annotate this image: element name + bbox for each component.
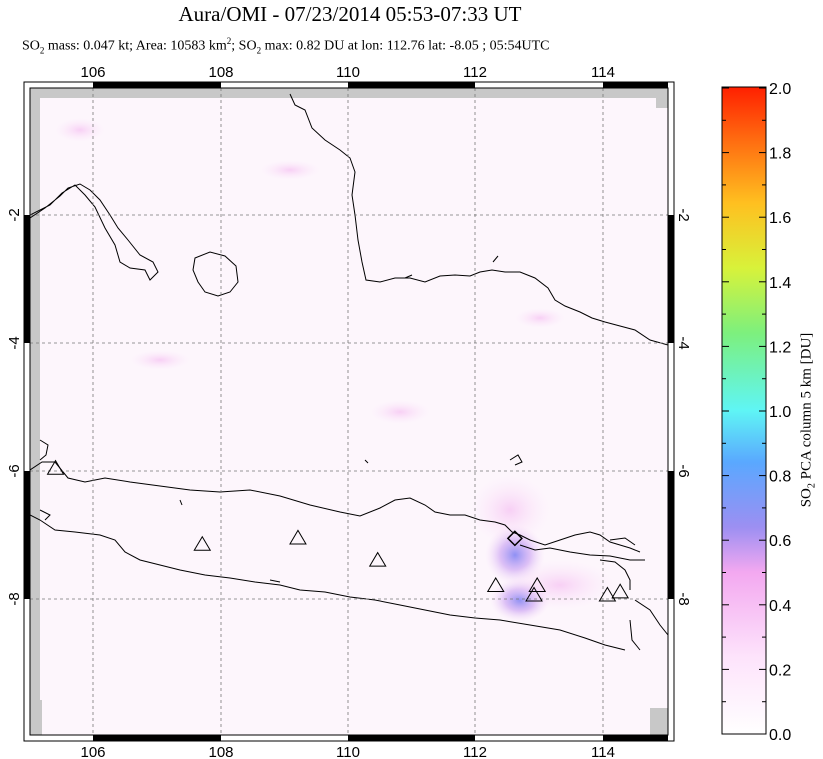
colorbar-tick-label: 0.0	[769, 727, 791, 744]
volcano-triangle-icon	[528, 576, 547, 593]
map-subtitle: SO2 mass: 0.047 kt; Area: 10583 km2; SO2…	[22, 36, 550, 56]
lon-label: 106	[80, 744, 105, 759]
volcano-triangle-icon	[611, 583, 630, 599]
max-diamond-icon	[506, 530, 523, 547]
colorbar-label: SO2 PCA column 5 km [DU]	[798, 332, 818, 508]
colorbar-tick-label: 0.8	[769, 469, 791, 486]
lat-label: -4	[675, 336, 692, 349]
colorbar: 2.0 1.8 1.6 1.4 1.2 1.0 0.8 0.6 0.4 0.2 0.0	[721, 81, 791, 744]
colorbar-tick-label: 0.4	[769, 598, 791, 615]
volcano-triangle-icon	[46, 459, 65, 475]
colorbar-tick-label: 0.6	[769, 533, 791, 550]
volcano-markers	[46, 459, 630, 602]
colorbar-tick-label: 1.6	[769, 210, 791, 227]
lat-label: -8	[675, 592, 692, 605]
volcano-triangle-icon	[289, 529, 307, 545]
lat-labels-left: -2 -4 -6 -8	[6, 208, 23, 605]
map-area	[23, 81, 675, 742]
lon-label: 112	[463, 744, 487, 759]
colorbar-tick-label: 1.2	[769, 339, 791, 356]
volcano-triangle-icon	[598, 586, 617, 602]
lon-label: 106	[80, 64, 105, 81]
lat-label: -2	[6, 208, 23, 221]
colorbar-tick-label: 1.8	[769, 146, 791, 163]
lat-label: -8	[6, 592, 23, 605]
lon-label: 108	[208, 64, 233, 81]
lon-label: 110	[336, 64, 360, 81]
frame-bars	[24, 82, 674, 741]
lat-label: -2	[675, 208, 692, 221]
lon-label: 114	[591, 64, 615, 81]
lat-label: -6	[6, 464, 23, 477]
lon-label: 114	[591, 744, 615, 759]
lon-label: 108	[208, 744, 233, 759]
lon-label: 112	[463, 64, 487, 81]
colorbar-tick-label: 1.4	[769, 275, 791, 292]
map-background	[30, 88, 668, 735]
lat-labels-right: -2 -4 -6 -8	[675, 208, 692, 605]
colorbar-tick-label: 0.2	[769, 662, 791, 679]
volcano-triangle-icon	[486, 576, 505, 593]
map-title: Aura/OMI - 07/23/2014 05:53-07:33 UT	[178, 2, 522, 26]
lon-labels-bottom: 106 108 110 112 114	[80, 744, 614, 759]
colorbar-tick-label: 2.0	[769, 81, 791, 98]
colorbar-ticks: 2.0 1.8 1.6 1.4 1.2 1.0 0.8 0.6 0.4 0.2 0.0	[722, 81, 791, 744]
volcano-triangle-icon	[193, 535, 212, 551]
coastlines	[30, 93, 668, 651]
so2-field	[30, 88, 668, 735]
so2-max-marker	[506, 530, 523, 547]
lon-labels-top: 106 108 110 112 114	[80, 64, 614, 81]
colorbar-tick-label: 1.0	[769, 404, 791, 421]
lat-label: -4	[6, 336, 23, 349]
graticule	[30, 88, 668, 735]
lat-label: -6	[675, 464, 692, 477]
volcano-triangle-icon	[525, 586, 543, 602]
volcano-triangle-icon	[368, 551, 387, 567]
lon-label: 110	[336, 744, 360, 759]
